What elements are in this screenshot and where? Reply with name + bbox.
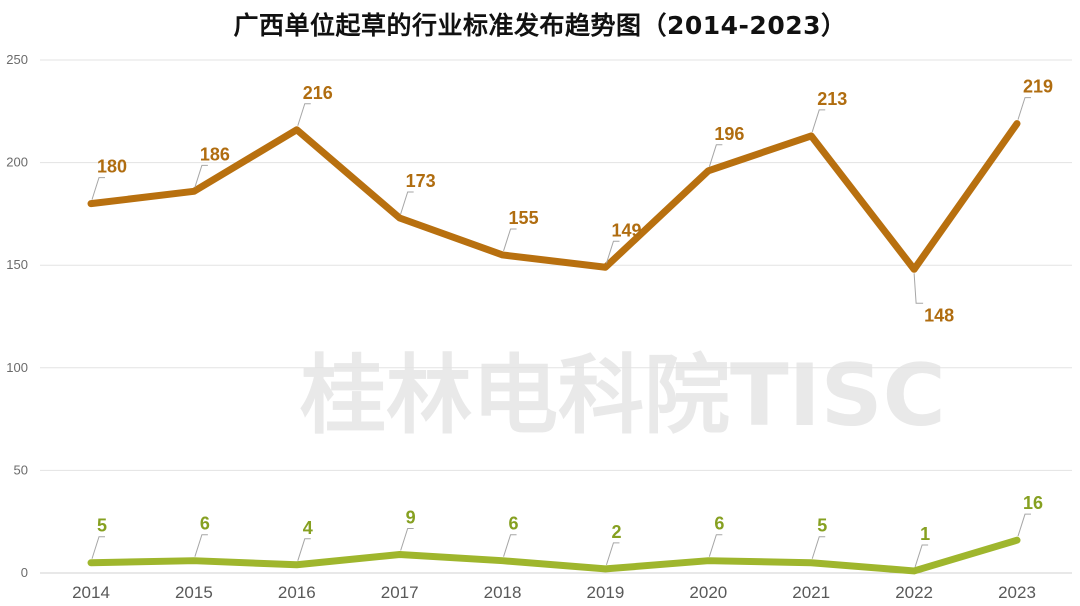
leader-line xyxy=(708,144,723,167)
data-label: 6 xyxy=(714,514,724,534)
data-label: 5 xyxy=(817,516,827,536)
data-label: 155 xyxy=(509,208,539,228)
series-line-2 xyxy=(87,536,1021,575)
leader-line xyxy=(91,177,105,200)
y-tick-label: 200 xyxy=(6,155,28,170)
y-tick-label: 250 xyxy=(6,52,28,67)
leader-line xyxy=(400,528,414,551)
y-tick-label: 0 xyxy=(21,565,28,580)
data-label: 219 xyxy=(1023,77,1053,97)
x-tick-label: 2015 xyxy=(175,583,213,602)
leader-line xyxy=(194,534,208,557)
y-tick-label: 100 xyxy=(6,360,28,375)
leader-line xyxy=(605,542,620,566)
x-tick-label: 2017 xyxy=(381,583,419,602)
leader-line xyxy=(503,534,517,557)
y-tick-label: 50 xyxy=(14,462,28,477)
leader-line xyxy=(91,536,105,559)
data-label: 5 xyxy=(97,516,107,536)
x-tick-label: 2021 xyxy=(792,583,830,602)
data-label: 148 xyxy=(924,305,954,325)
x-tick-label: 2014 xyxy=(72,583,110,602)
series-line-1 xyxy=(87,120,1021,273)
leader-line xyxy=(1017,513,1031,537)
leader-line xyxy=(503,228,517,252)
x-tick-label: 2020 xyxy=(689,583,727,602)
leader-line xyxy=(1017,97,1031,120)
data-label: 186 xyxy=(200,144,230,164)
x-tick-label: 2016 xyxy=(278,583,316,602)
data-label: 180 xyxy=(97,157,127,177)
data-label: 16 xyxy=(1023,493,1043,513)
leader-line xyxy=(194,164,208,188)
data-label: 173 xyxy=(406,171,436,191)
data-label: 2 xyxy=(611,522,621,542)
leader-line xyxy=(605,240,620,264)
leader-line xyxy=(811,109,826,133)
leader-line xyxy=(297,103,311,126)
y-tick-label: 150 xyxy=(6,257,28,272)
leader-line xyxy=(708,534,723,557)
leader-line xyxy=(811,536,826,559)
x-tick-label: 2019 xyxy=(587,583,625,602)
data-label: 6 xyxy=(200,514,210,534)
data-label: 216 xyxy=(303,83,333,103)
x-tick-label: 2022 xyxy=(895,583,933,602)
chart-title: 广西单位起草的行业标准发布趋势图（2014-2023） xyxy=(233,11,847,40)
leader-line xyxy=(400,191,414,215)
leader-line xyxy=(914,544,929,568)
data-label: 6 xyxy=(509,514,519,534)
leader-line xyxy=(913,273,924,304)
data-label: 213 xyxy=(817,89,847,109)
data-label: 9 xyxy=(406,508,416,528)
x-tick-label: 2018 xyxy=(484,583,522,602)
data-label: 149 xyxy=(611,220,641,240)
data-label: 1 xyxy=(920,524,930,544)
data-label: 4 xyxy=(303,518,313,538)
watermark-text: 桂林电科院TISC xyxy=(300,346,946,446)
leader-line xyxy=(297,538,311,561)
x-tick-label: 2023 xyxy=(998,583,1036,602)
data-label: 196 xyxy=(714,124,744,144)
